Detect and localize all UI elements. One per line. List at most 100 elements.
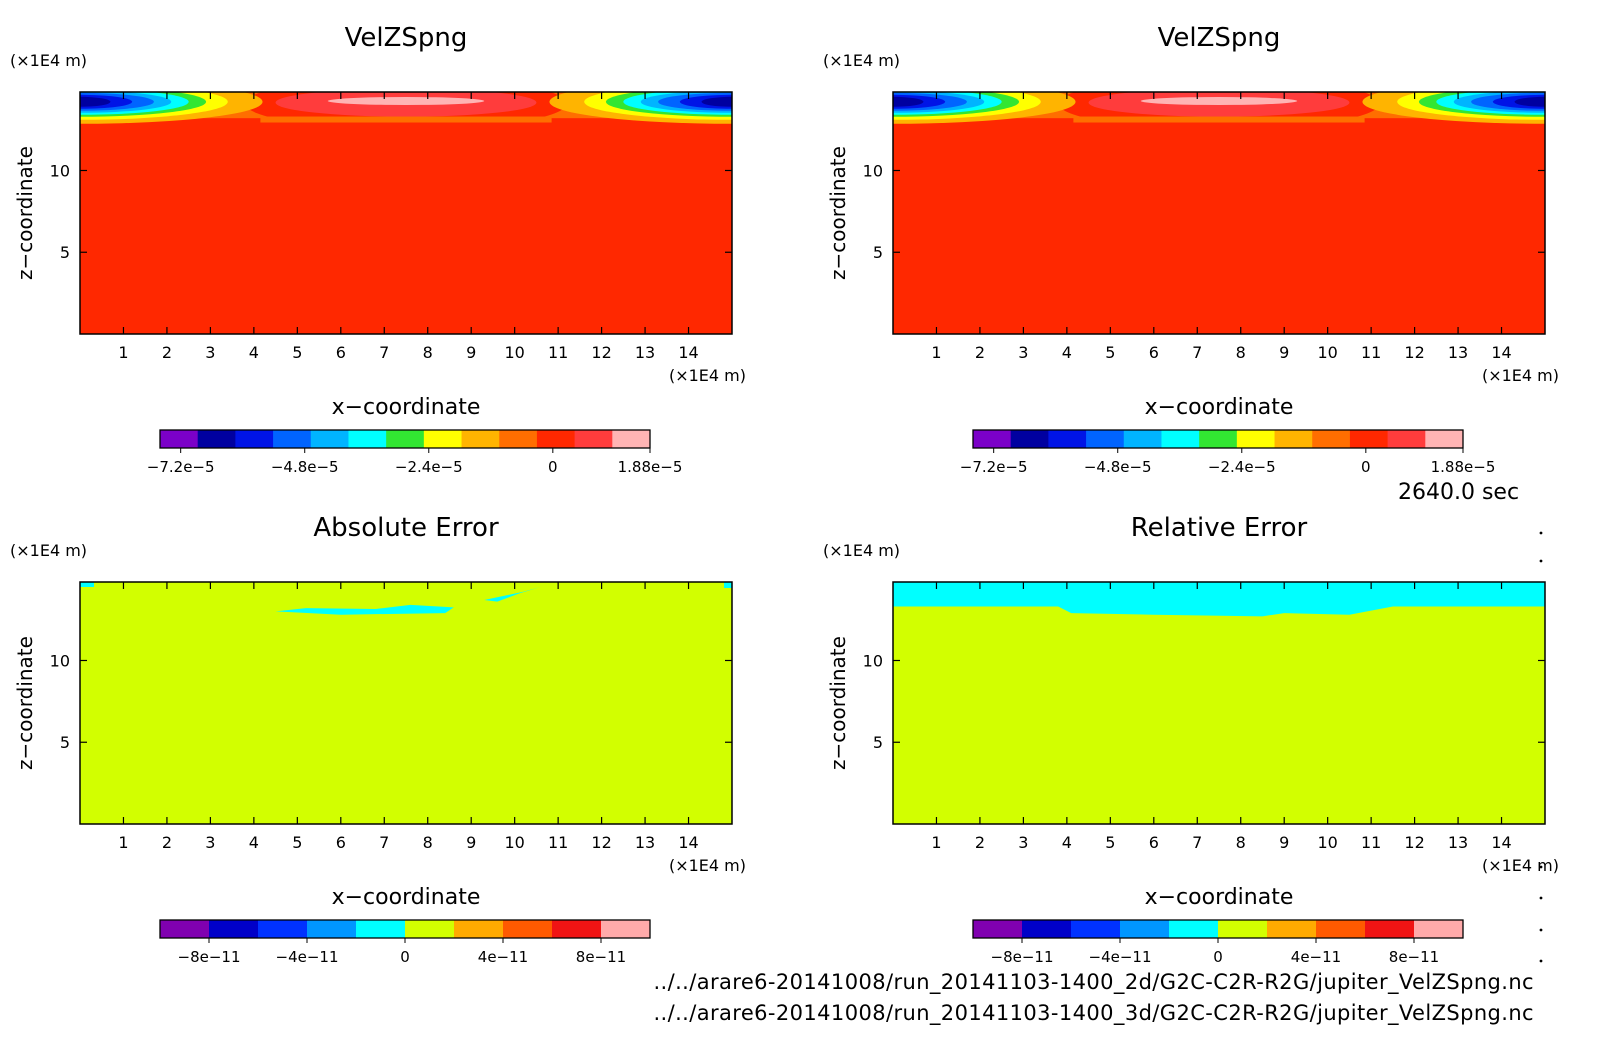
field-background xyxy=(893,92,1545,334)
x-tick-label: 8 xyxy=(423,343,433,362)
y-tick-label: 10 xyxy=(863,651,883,670)
x-tick-label: 2 xyxy=(975,833,985,852)
colorbar-swatch xyxy=(348,430,387,448)
x-unit-label: (×1E4 m) xyxy=(1482,366,1559,385)
colorbar-tick-label: −8e−11 xyxy=(178,948,241,966)
contour-lobe-negative-right-7 xyxy=(1514,96,1545,107)
plot-frame xyxy=(892,91,1546,335)
colorbar-frame xyxy=(972,429,1464,449)
colorbar-swatch xyxy=(307,920,357,938)
y-tick-label: 10 xyxy=(863,161,883,180)
colorbar-swatch xyxy=(461,430,500,448)
x-tick-label: 6 xyxy=(336,833,346,852)
colorbar-swatch xyxy=(1312,430,1351,448)
y-axis-label: z−coordinate xyxy=(826,146,850,280)
x-tick-label: 12 xyxy=(1404,833,1424,852)
panel-title: VelZSpng xyxy=(1158,23,1281,53)
colorbar-tick-label: −4e−11 xyxy=(1089,948,1152,966)
x-tick-label: 13 xyxy=(635,833,655,852)
x-tick-label: 12 xyxy=(591,343,611,362)
colorbar-tick-label: −7.2e−5 xyxy=(147,458,215,476)
margin-dot xyxy=(1539,959,1543,963)
x-tick-label: 12 xyxy=(591,833,611,852)
field-background xyxy=(80,582,732,824)
x-tick-label: 1 xyxy=(931,833,941,852)
colorbar-tick-label: 4e−11 xyxy=(478,948,528,966)
colorbar-tick-label: −4.8e−5 xyxy=(1084,458,1152,476)
contour-lobe-negative-right-7 xyxy=(701,96,732,107)
x-tick-label: 4 xyxy=(1062,343,1072,362)
error-patch-corner-left xyxy=(80,582,94,587)
x-tick-label: 8 xyxy=(1236,833,1246,852)
contour-lobe-positive-core xyxy=(327,96,485,105)
error-patch-center xyxy=(275,604,454,615)
x-tick-label: 6 xyxy=(1149,833,1159,852)
margin-dot xyxy=(1539,896,1543,900)
colorbar-swatch xyxy=(1086,430,1125,448)
colorbar-tick-label: −2.4e−5 xyxy=(395,458,463,476)
x-tick-label: 6 xyxy=(1149,343,1159,362)
x-tick-label: 10 xyxy=(504,833,524,852)
colorbar-swatch xyxy=(1387,430,1426,448)
colorbar-swatch xyxy=(1169,920,1219,938)
y-tick-label: 5 xyxy=(60,243,70,262)
colorbar-swatch xyxy=(197,430,236,448)
x-tick-label: 7 xyxy=(1192,833,1202,852)
y-tick-label: 5 xyxy=(873,733,883,752)
x-tick-label: 7 xyxy=(379,833,389,852)
colorbar-swatch xyxy=(1425,430,1464,448)
x-tick-label: 5 xyxy=(292,833,302,852)
margin-dot xyxy=(1539,865,1543,869)
colorbar-tick-label: 8e−11 xyxy=(576,948,626,966)
x-tick-label: 5 xyxy=(1105,833,1115,852)
y-tick-label: 5 xyxy=(60,733,70,752)
colorbar-tick-label: −4e−11 xyxy=(276,948,339,966)
x-tick-label: 3 xyxy=(1018,343,1028,362)
x-unit-label: (×1E4 m) xyxy=(669,366,746,385)
x-tick-label: 2 xyxy=(162,343,172,362)
colorbar-tick-label: 0 xyxy=(1361,458,1371,476)
colorbar-tick-label: 0 xyxy=(548,458,558,476)
x-unit-label: (×1E4 m) xyxy=(669,856,746,875)
y-tick-label: 5 xyxy=(873,243,883,262)
field-background xyxy=(80,92,732,334)
y-axis-label: z−coordinate xyxy=(826,636,850,770)
colorbar-swatch xyxy=(1120,920,1170,938)
colorbar-tick-label: 1.88e−5 xyxy=(618,458,683,476)
plot-frame xyxy=(79,581,733,825)
contour-lobe-negative-left-7 xyxy=(80,96,111,107)
colorbar-swatch xyxy=(552,920,602,938)
x-axis-label: x−coordinate xyxy=(1145,885,1294,910)
colorbar-swatch xyxy=(1236,430,1276,448)
x-unit-label: (×1E4 m) xyxy=(1482,856,1559,875)
x-tick-label: 3 xyxy=(205,833,215,852)
x-tick-label: 12 xyxy=(1404,343,1424,362)
colorbar-tick-label: −2.4e−5 xyxy=(1208,458,1276,476)
colorbar-swatch xyxy=(574,430,613,448)
x-tick-label: 7 xyxy=(1192,343,1202,362)
x-tick-label: 2 xyxy=(162,833,172,852)
x-tick-label: 1 xyxy=(118,343,128,362)
colorbar-swatch xyxy=(160,920,210,938)
contour-lobe-negative-left-7 xyxy=(893,96,924,107)
colorbar-tick-label: 4e−11 xyxy=(1291,948,1341,966)
colorbar-swatch xyxy=(405,920,455,938)
colorbar-swatch xyxy=(1267,920,1317,938)
y-unit-label: (×1E4 m) xyxy=(10,541,87,560)
colorbar-swatch xyxy=(356,920,406,938)
colorbar-swatch xyxy=(612,430,651,448)
footer-file-path-2d: ../../arare6-20141008/run_20141103-1400_… xyxy=(653,970,1534,994)
colorbar-swatch xyxy=(601,920,651,938)
colorbar-swatch xyxy=(209,920,259,938)
x-tick-label: 1 xyxy=(118,833,128,852)
x-tick-label: 9 xyxy=(1279,343,1289,362)
panel-title: Absolute Error xyxy=(313,513,499,543)
x-tick-label: 3 xyxy=(205,343,215,362)
colorbar-swatch xyxy=(1071,920,1121,938)
y-axis-label: z−coordinate xyxy=(13,146,37,280)
colorbar-swatch xyxy=(258,920,308,938)
x-axis-label: x−coordinate xyxy=(1145,395,1294,420)
colorbar-swatch xyxy=(1274,430,1313,448)
